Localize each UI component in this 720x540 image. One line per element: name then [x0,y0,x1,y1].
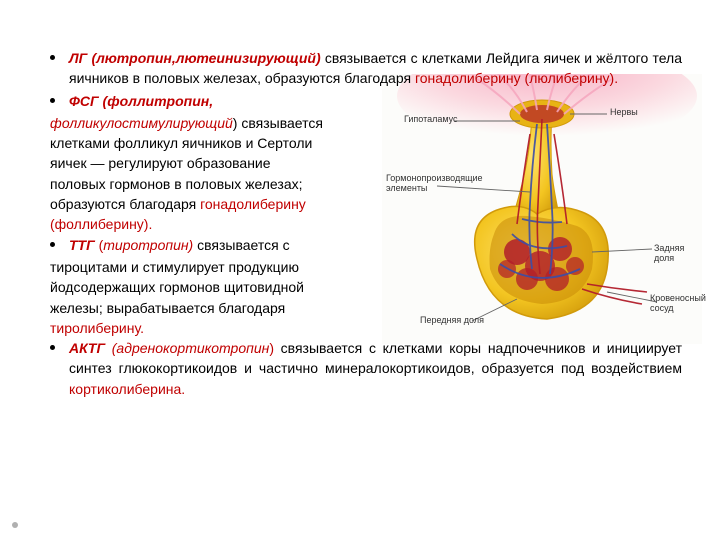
fsg-l5: образуются благодаря гонадолиберину [50,194,682,214]
bullet-icon [50,345,55,350]
bullet-icon [50,242,55,247]
fsg-full: (фоллитропин, [103,93,214,109]
ttg-head: ТТГ (тиротропин) связывается с [69,235,290,255]
ttg-l2: йодсодержащих гормонов щитовидной [50,277,682,297]
fsg-l4: половых гормонов в половых железах; [50,174,682,194]
fsg-head: ФСГ (фоллитропин, [69,91,213,111]
ttg-abbr: ТТГ [69,237,95,253]
actg-text: АКТГ (адренокортикотропин) связывается с… [69,338,682,399]
page-corner-dot [12,522,18,528]
ttg-full: тиротропин) [103,237,193,253]
bullet-icon [50,98,55,103]
lg-full: (лютропин,лютеинизирующий) [91,50,320,66]
fsg-l3: яичек — регулируют образование [50,153,682,173]
ttg-lib: тиролиберину. [50,318,682,338]
bullet-ttg: ТТГ (тиротропин) связывается с [50,235,682,255]
fsg-lib2: (фоллиберину). [50,214,682,234]
fsg-l1: фолликулостимулирующий) связывается [50,113,682,133]
actg-lib: кортиколиберина. [69,381,185,397]
lg-text: ЛГ (лютропин,лютеинизирующий) связываетс… [69,48,682,89]
bullet-actg: АКТГ (адренокортикотропин) связывается с… [50,338,682,399]
ttg-l1: тироцитами и стимулирует продукцию [50,257,682,277]
lg-abbr: ЛГ [69,50,87,66]
bullet-fsg: ФСГ (фоллитропин, [50,91,682,111]
bullet-lg: ЛГ (лютропин,лютеинизирующий) связываетс… [50,48,682,89]
fsg-abbr: ФСГ [69,93,99,109]
lg-lib: гонадолиберину (люлиберину). [415,70,618,86]
slide-content: ЛГ (лютропин,лютеинизирующий) связываетс… [0,0,720,421]
bullet-icon [50,55,55,60]
actg-full: адренокортикотропин [116,340,269,356]
fsg-l2: клетками фолликул яичников и Сертоли [50,133,682,153]
ttg-rest: связывается с [193,237,289,253]
actg-abbr: АКТГ [69,340,105,356]
ttg-l3: железы; вырабатывается благодаря [50,298,682,318]
